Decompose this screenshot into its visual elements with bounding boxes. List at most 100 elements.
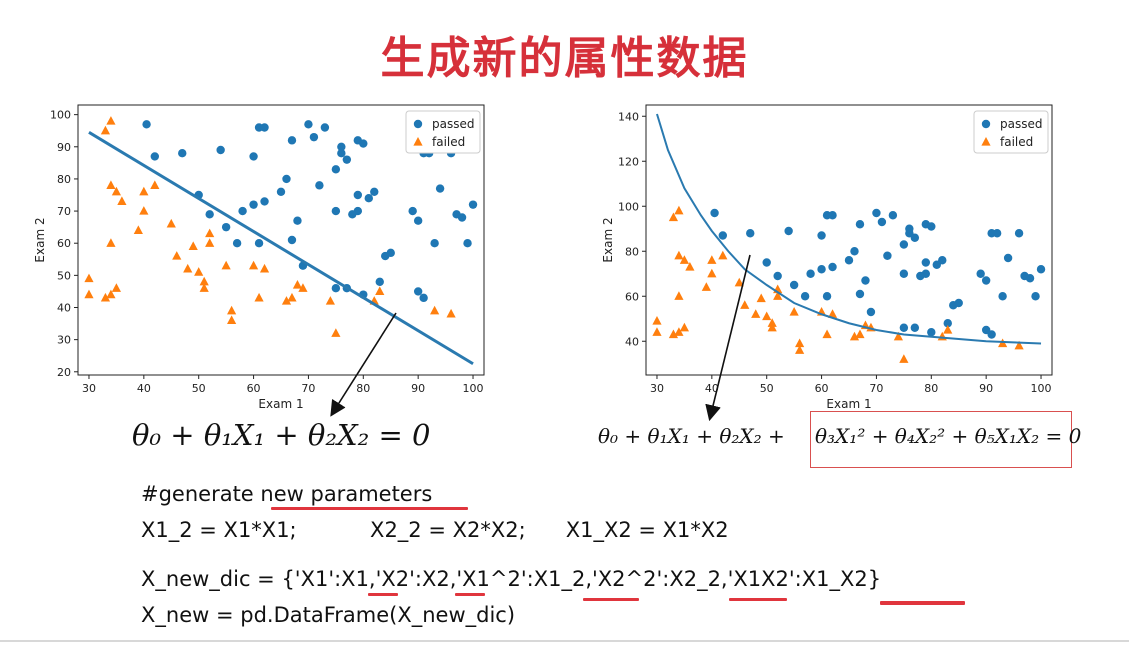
point-failed <box>111 186 122 196</box>
point-failed <box>795 345 805 354</box>
point-passed <box>419 293 428 303</box>
point-failed <box>221 260 231 270</box>
point-passed <box>232 239 242 248</box>
point-passed <box>789 280 799 290</box>
point-failed <box>762 311 772 321</box>
point-passed <box>784 226 793 236</box>
point-passed <box>927 328 936 337</box>
point-failed <box>652 316 662 325</box>
point-failed <box>701 282 711 291</box>
point-failed <box>822 329 832 339</box>
point-failed <box>205 238 215 247</box>
y-tick-label: 40 <box>57 302 71 315</box>
point-passed <box>916 271 925 281</box>
point-passed <box>943 319 952 328</box>
point-passed <box>828 211 837 220</box>
decision-boundary <box>88 131 474 366</box>
point-failed <box>756 293 766 303</box>
point-failed <box>767 318 777 327</box>
point-passed <box>866 307 876 317</box>
y-tick-label: 90 <box>57 141 71 154</box>
point-passed <box>142 120 151 129</box>
x-axis-label: Exam 1 <box>826 397 871 411</box>
point-failed <box>259 263 270 273</box>
point-failed <box>375 286 385 296</box>
point-passed <box>468 200 478 209</box>
point-failed <box>106 289 116 299</box>
point-passed <box>320 123 330 132</box>
point-passed <box>850 247 859 256</box>
legend-label-failed: failed <box>432 135 465 149</box>
point-failed <box>183 263 193 273</box>
legend-box <box>405 110 481 154</box>
point-passed <box>762 258 771 267</box>
point-failed <box>668 212 679 222</box>
legend-marker-failed <box>981 137 991 146</box>
y-tick-label: 100 <box>50 109 71 122</box>
bottom-divider <box>0 640 1129 642</box>
point-failed <box>1014 340 1024 350</box>
point-passed <box>287 136 297 145</box>
code-dict: X_new_dic = {'X1':X1,'X2':X2,'X1^2':X1_2… <box>141 567 882 591</box>
underline-x2 <box>455 593 485 596</box>
point-failed <box>172 251 182 260</box>
point-passed <box>773 271 782 281</box>
point-failed <box>111 283 122 292</box>
point-passed <box>822 292 832 301</box>
point-passed <box>817 231 826 240</box>
point-passed <box>1031 292 1040 301</box>
point-failed <box>205 228 215 238</box>
point-passed <box>430 239 439 248</box>
point-passed <box>238 206 247 216</box>
x-tick-label: 90 <box>979 382 993 395</box>
decision-boundary <box>656 113 1042 345</box>
x-tick-label: 60 <box>815 382 829 395</box>
point-passed <box>221 222 231 232</box>
point-passed <box>364 194 373 203</box>
point-passed <box>921 258 931 267</box>
point-passed <box>905 224 914 233</box>
point-passed <box>883 251 892 260</box>
point-passed <box>287 235 297 245</box>
point-failed <box>100 292 111 302</box>
x-tick-label: 90 <box>411 382 425 395</box>
point-failed <box>795 338 805 348</box>
legend-box <box>973 110 1049 154</box>
point-failed <box>84 273 94 283</box>
point-failed <box>740 300 750 309</box>
equation-linear: θ₀ + θ₁X₁ + θ₂X₂ = 0 <box>132 418 431 452</box>
y-tick-label: 120 <box>618 155 639 168</box>
point-passed <box>413 287 423 296</box>
point-passed <box>282 174 291 184</box>
point-passed <box>1025 274 1035 283</box>
legend-label-passed: passed <box>432 117 474 131</box>
point-passed <box>304 120 313 129</box>
point-passed <box>1036 265 1046 274</box>
point-failed <box>281 296 292 305</box>
point-failed <box>707 255 717 264</box>
point-passed <box>276 187 286 196</box>
point-passed <box>353 190 363 200</box>
point-failed <box>100 125 111 135</box>
y-tick-label: 80 <box>57 173 71 186</box>
x-tick-label: 40 <box>137 382 151 395</box>
y-tick-label: 20 <box>57 366 71 379</box>
point-failed <box>84 289 94 299</box>
point-passed <box>987 330 996 339</box>
point-failed <box>227 315 237 324</box>
point-passed <box>342 155 352 164</box>
point-passed <box>463 239 472 248</box>
y-tick-label: 140 <box>618 110 639 123</box>
code-dataframe: X_new = pd.DataFrame(X_new_dic) <box>141 603 516 627</box>
point-failed <box>325 296 335 305</box>
point-failed <box>117 196 127 206</box>
point-passed <box>828 262 837 272</box>
point-passed <box>806 269 815 278</box>
point-passed <box>260 197 269 206</box>
code-comment: #generate new parameters <box>141 482 433 506</box>
point-failed <box>652 327 662 336</box>
point-passed <box>205 210 214 219</box>
plot-frame <box>645 104 1053 376</box>
point-failed <box>199 283 209 292</box>
point-passed <box>408 206 417 216</box>
